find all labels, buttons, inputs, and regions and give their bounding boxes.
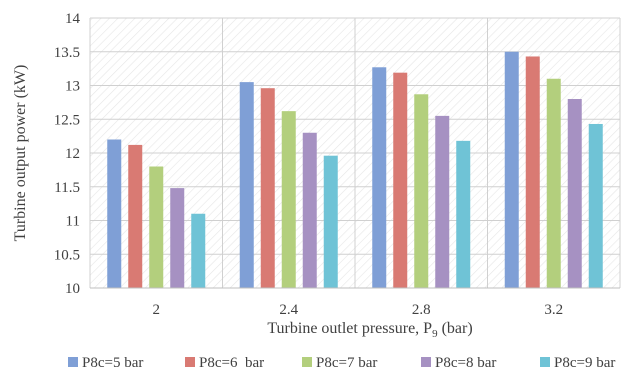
bar xyxy=(567,99,582,288)
legend-swatch xyxy=(302,357,312,367)
y-tick-label: 13.5 xyxy=(54,45,80,61)
bar xyxy=(525,56,540,288)
legend-label: P8c=6 bar xyxy=(199,355,264,371)
y-tick-label: 14 xyxy=(65,11,81,27)
legend: P8c=5 bar P8c=6 bar P8c=7 bar P8c=8 bar P8c=… xyxy=(68,355,615,371)
bar xyxy=(504,51,519,288)
x-tick-label: 2.4 xyxy=(279,302,298,318)
bar xyxy=(239,82,254,288)
bar xyxy=(435,115,450,288)
bar xyxy=(107,139,122,288)
legend-swatch xyxy=(421,357,431,367)
x-tick-label: 2.8 xyxy=(412,302,431,318)
y-tick-label: 12.5 xyxy=(54,112,80,128)
bar xyxy=(546,78,561,288)
x-axis-title-main: Turbine outlet pressure, P xyxy=(267,320,432,337)
bar xyxy=(323,155,338,288)
bar xyxy=(302,132,317,288)
bar xyxy=(170,188,185,288)
bar xyxy=(128,144,143,288)
x-axis-title-subscript: 9 xyxy=(432,328,438,340)
y-tick-label: 12 xyxy=(65,146,80,162)
bar xyxy=(260,88,275,288)
bar xyxy=(281,111,296,289)
legend-label: P8c=9 bar xyxy=(554,355,615,371)
bar xyxy=(149,166,164,288)
y-axis-title: Turbine output power (kW) xyxy=(12,65,29,242)
y-tick-label: 10 xyxy=(65,281,80,297)
x-axis-title: Turbine outlet pressure, P9 (bar) xyxy=(267,320,472,340)
bar xyxy=(393,72,408,288)
y-tick-label: 10.5 xyxy=(54,247,80,263)
bar-layer xyxy=(107,51,603,289)
y-tick-label: 11 xyxy=(66,214,80,230)
x-tick-label: 3.2 xyxy=(544,302,563,318)
bar xyxy=(456,140,471,288)
y-tick-label: 11.5 xyxy=(54,180,80,196)
x-axis-title-suffix: (bar) xyxy=(438,320,473,337)
legend-swatch xyxy=(185,357,195,367)
legend-label: P8c=8 bar xyxy=(435,355,496,371)
legend-swatch xyxy=(540,357,550,367)
x-tick-label: 2 xyxy=(153,302,161,318)
y-tick-label: 13 xyxy=(65,79,80,95)
legend-label: P8c=7 bar xyxy=(316,355,377,371)
bar xyxy=(414,94,429,289)
legend-label: P8c=5 bar xyxy=(82,355,143,371)
bar xyxy=(588,123,603,288)
bar xyxy=(372,67,387,289)
bar xyxy=(191,213,206,288)
axis-layer: 10 10.5 11 11.5 12 12.5 13 13.5 14 2 2.4 2.8 3.2 xyxy=(54,11,620,318)
legend-swatch xyxy=(68,357,78,367)
